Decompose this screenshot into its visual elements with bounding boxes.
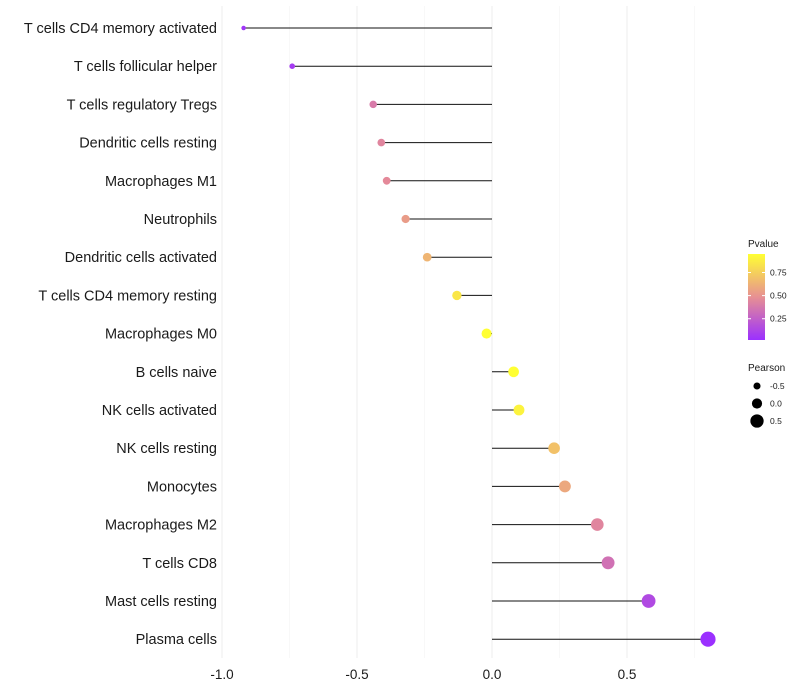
size-key-dot: [751, 398, 763, 409]
points: [241, 25, 716, 647]
x-tick-label: -0.5: [345, 667, 368, 682]
x-tick-label: 0.5: [618, 667, 637, 682]
data-point: [481, 328, 492, 339]
data-point: [513, 404, 525, 416]
legend-pearson-title: Pearson: [748, 363, 785, 374]
x-tick-label: -1.0: [210, 667, 233, 682]
data-point: [289, 63, 296, 70]
legend-color-bar: [748, 254, 765, 340]
category-label: Dendritic cells resting: [79, 136, 217, 152]
category-label: Neutrophils: [144, 212, 217, 228]
legend-pvalue-title: Pvalue: [748, 239, 779, 250]
data-point: [641, 594, 656, 608]
data-point: [382, 176, 391, 185]
data-point: [401, 214, 410, 224]
category-label: T cells regulatory Tregs: [67, 97, 217, 113]
category-label: Mast cells resting: [105, 594, 217, 610]
data-point: [369, 100, 377, 109]
data-point: [700, 631, 716, 647]
data-point: [558, 480, 571, 493]
category-label: Dendritic cells activated: [65, 250, 217, 266]
color-tick-label: 0.75: [770, 267, 787, 277]
size-key-label: -0.5: [770, 381, 785, 391]
data-point: [601, 556, 615, 570]
data-point: [508, 366, 519, 378]
x-tick-label: 0.0: [483, 667, 502, 682]
category-label: Macrophages M2: [105, 518, 217, 534]
data-point: [422, 252, 432, 262]
category-label: Macrophages M0: [105, 327, 217, 343]
data-point: [452, 290, 462, 301]
size-key-label: 0.0: [770, 399, 782, 409]
data-point: [377, 138, 386, 147]
data-point: [590, 518, 604, 531]
category-label: T cells CD4 memory activated: [24, 21, 217, 37]
category-label: Monocytes: [147, 479, 217, 495]
legend-size-keys: -0.5 0.0 0.5: [750, 381, 785, 428]
category-label: NK cells activated: [102, 403, 217, 419]
legend-color-ticks: 0.25 0.50 0.75: [748, 267, 787, 324]
category-label: T cells CD4 memory resting: [38, 288, 217, 304]
x-axis-tick-labels: -1.0 -0.5 0.0 0.5: [210, 667, 636, 682]
stems: [243, 27, 708, 640]
category-label: Plasma cells: [136, 632, 217, 648]
data-point: [241, 25, 246, 31]
color-tick-label: 0.25: [770, 314, 787, 324]
category-label: NK cells resting: [116, 441, 217, 457]
category-label: T cells CD8: [142, 556, 217, 572]
size-key-label: 0.5: [770, 416, 782, 426]
data-point: [548, 442, 560, 455]
y-axis-labels: T cells CD4 memory activated T cells foll…: [24, 21, 217, 648]
color-tick-label: 0.50: [770, 291, 787, 301]
category-label: B cells naive: [136, 365, 217, 381]
size-key-dot: [753, 382, 761, 390]
category-label: T cells follicular helper: [74, 59, 217, 75]
category-label: Macrophages M1: [105, 174, 217, 190]
gridlines: [221, 6, 695, 658]
size-key-dot: [750, 414, 764, 428]
color-gradient: [748, 254, 765, 340]
legend: Pvalue 0.25 0.50 0.75 Pearson -0.5 0.0 0.5: [748, 239, 787, 428]
